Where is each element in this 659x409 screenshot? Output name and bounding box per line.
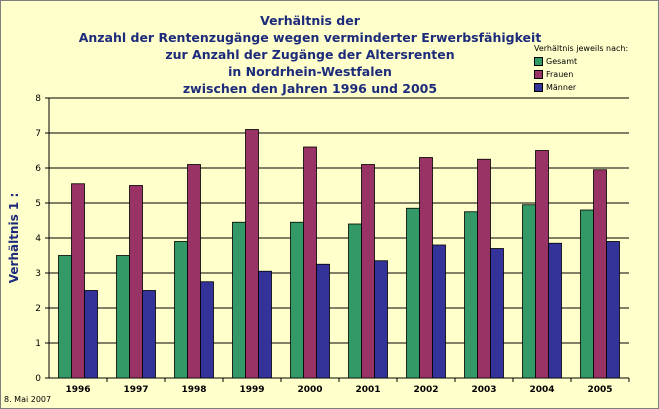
bar-mnner xyxy=(258,270,272,379)
bar-frauen xyxy=(419,157,433,379)
bar-frauen xyxy=(187,164,201,379)
y-tick-label: 2 xyxy=(35,304,41,314)
bar-gesamt xyxy=(116,255,130,379)
bar-mnner xyxy=(200,281,214,379)
bar-mnner xyxy=(84,290,98,379)
title-line: zur Anzahl der Zugänge der Altersrenten xyxy=(165,47,455,62)
bar-frauen xyxy=(71,183,85,379)
bar-mnner xyxy=(606,241,620,379)
bar-frauen xyxy=(477,158,491,379)
bar-mnner xyxy=(548,242,562,379)
bar-mnner xyxy=(316,263,330,379)
title-line: in Nordrhein-Westfalen xyxy=(228,64,392,79)
title-line: zwischen den Jahren 1996 und 2005 xyxy=(182,81,438,96)
bar-mnner xyxy=(432,244,446,379)
bar-gesamt xyxy=(174,241,188,379)
x-tick-label: 2004 xyxy=(529,385,554,395)
x-tick-label: 2002 xyxy=(413,385,438,395)
y-tick-label: 6 xyxy=(35,164,41,174)
bar-gesamt xyxy=(406,207,420,379)
bar-gesamt xyxy=(58,255,72,379)
x-tick-label: 2001 xyxy=(355,385,380,395)
y-tick-label: 3 xyxy=(35,269,41,279)
footer-date: 8. Mai 2007 xyxy=(4,395,52,404)
title-line: Anzahl der Rentenzugänge wegen verminder… xyxy=(78,30,542,45)
bar-gesamt xyxy=(232,221,246,379)
y-tick-label: 8 xyxy=(35,94,41,104)
legend: Verhältnis jeweils nach: Gesamt Frauen M… xyxy=(534,42,628,94)
bar-frauen xyxy=(535,150,549,379)
bar-gesamt xyxy=(522,204,536,379)
x-tick-label: 2000 xyxy=(297,385,322,395)
bar-frauen xyxy=(361,164,375,379)
y-tick-label: 1 xyxy=(35,339,41,349)
legend-item: Männer xyxy=(534,81,628,94)
y-tick-label: 0 xyxy=(35,374,41,384)
title-line: Verhältnis der xyxy=(260,13,360,28)
legend-item: Gesamt xyxy=(534,55,628,68)
bar-gesamt xyxy=(464,211,478,379)
bar-gesamt xyxy=(290,221,304,379)
bar-mnner xyxy=(490,248,504,379)
legend-title: Verhältnis jeweils nach: xyxy=(534,44,629,53)
x-tick-label: 1996 xyxy=(65,385,90,395)
bar-gesamt xyxy=(580,209,594,379)
bar-mnner xyxy=(374,260,388,379)
x-tick-label: 1998 xyxy=(181,385,206,395)
legend-item: Frauen xyxy=(534,68,628,81)
y-tick-label: 4 xyxy=(35,234,41,244)
legend-label: Frauen xyxy=(546,70,574,79)
x-tick-label: 2005 xyxy=(587,385,612,395)
chart-title: Verhältnis der Anzahl der Rentenzugänge … xyxy=(60,12,560,97)
y-tick-label: 5 xyxy=(35,199,41,209)
bar-frauen xyxy=(593,169,607,379)
x-tick-label: 2003 xyxy=(471,385,496,395)
bar-gesamt xyxy=(348,223,362,379)
y-tick-label: 7 xyxy=(35,129,41,139)
bar-mnner xyxy=(142,290,156,379)
legend-swatch xyxy=(534,83,543,92)
legend-swatch xyxy=(534,70,543,79)
legend-label: Gesamt xyxy=(546,57,578,66)
legend-label: Männer xyxy=(546,83,577,92)
x-tick-label: 1999 xyxy=(239,385,264,395)
bar-frauen xyxy=(245,129,259,379)
bar-frauen xyxy=(303,146,317,379)
bar-frauen xyxy=(129,185,143,379)
legend-swatch xyxy=(534,57,543,66)
x-tick-label: 1997 xyxy=(123,385,148,395)
